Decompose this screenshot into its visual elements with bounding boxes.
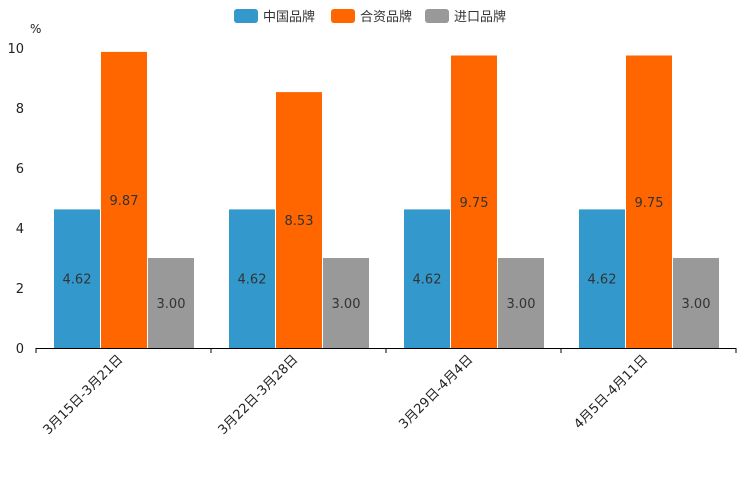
x-tick-label: 3月15日-3月21日 <box>41 352 127 438</box>
data-labels: 4.62 9.87 3.00 4.62 8.53 3.00 4.62 9.75 3.00 4.62… <box>63 194 711 312</box>
x-tick-label: 4月5日-4月11日 <box>571 352 651 432</box>
y-tick-label: 10 <box>7 42 24 57</box>
data-label: 4.62 <box>63 273 92 288</box>
bar <box>323 258 369 348</box>
legend-item[interactable]: 合资品牌 <box>331 9 412 25</box>
data-label: 9.75 <box>635 196 664 211</box>
data-label: 4.62 <box>413 273 442 288</box>
data-label: 4.62 <box>238 273 267 288</box>
y-tick-label: 2 <box>16 282 24 297</box>
bar <box>451 55 497 348</box>
bar <box>404 209 450 348</box>
bar <box>229 209 275 348</box>
bar <box>626 55 672 348</box>
data-label: 3.00 <box>157 297 186 312</box>
legend-item[interactable]: 进口品牌 <box>425 9 506 25</box>
data-label: 9.87 <box>110 194 139 209</box>
x-axis: 3月15日-3月21日 3月22日-3月28日 3月29日-4月4日 4月5日-4月1… <box>35 348 737 438</box>
legend-item[interactable]: 中国品牌 <box>234 9 315 25</box>
legend-label: 进口品牌 <box>454 9 506 25</box>
bar <box>101 51 147 349</box>
x-tick-label: 3月29日-4月4日 <box>396 352 476 432</box>
data-label: 3.00 <box>332 297 361 312</box>
data-label: 8.53 <box>285 214 314 229</box>
x-tick-label: 3月22日-3月28日 <box>216 352 302 438</box>
data-label: 4.62 <box>588 273 617 288</box>
data-label: 9.75 <box>460 196 489 211</box>
data-label: 3.00 <box>507 297 536 312</box>
y-tick-label: 8 <box>16 102 24 117</box>
y-axis-ticks: 0 2 4 6 8 10 <box>7 42 24 357</box>
legend-label: 合资品牌 <box>360 9 412 25</box>
legend-swatch <box>425 9 449 23</box>
bar <box>498 258 544 348</box>
bar <box>579 209 625 348</box>
bar <box>148 258 194 348</box>
legend-swatch <box>234 9 258 23</box>
legend: 中国品牌 合资品牌 进口品牌 <box>234 9 506 25</box>
bar <box>276 92 322 348</box>
y-tick-label: 6 <box>16 162 24 177</box>
bars <box>54 51 719 349</box>
y-axis-unit: % <box>30 22 41 36</box>
y-tick-label: 0 <box>16 342 24 357</box>
data-label: 3.00 <box>682 297 711 312</box>
bar <box>673 258 719 348</box>
y-tick-label: 4 <box>16 222 24 237</box>
legend-swatch <box>331 9 355 23</box>
legend-label: 中国品牌 <box>263 9 315 25</box>
bar <box>54 209 100 348</box>
